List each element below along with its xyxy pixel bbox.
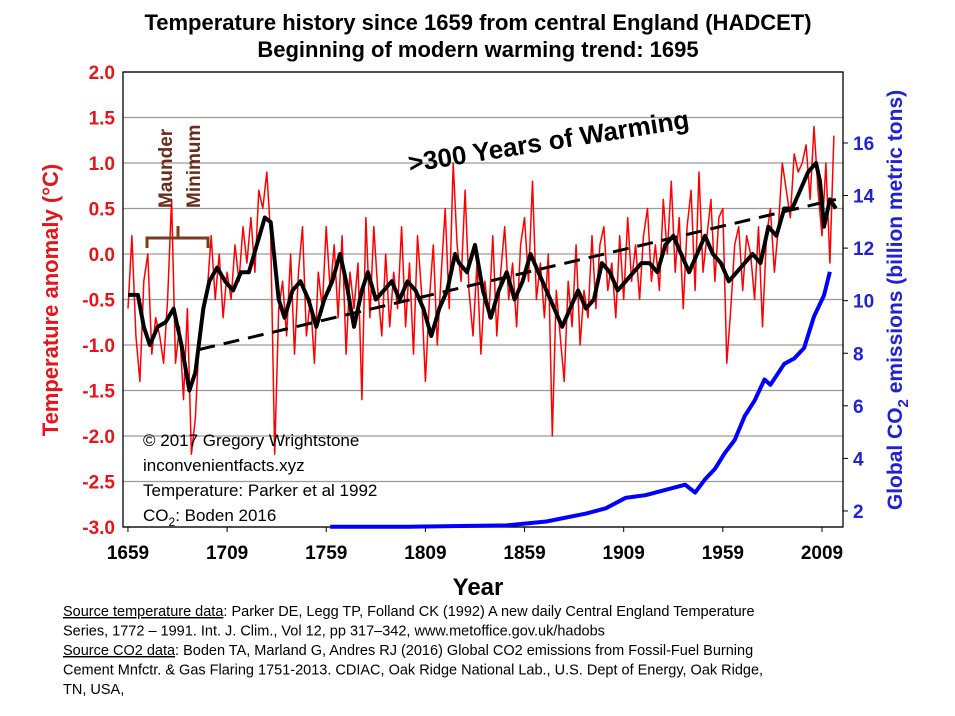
plot-area: 2.0 1.5 1.0 0.5 0.0 -0.5 -1.0 -1.5 -2.0 -2.5 -3.0 2… [82,63,874,564]
series-line [128,161,838,393]
x-tick-label: 1959 [702,543,744,564]
sources: Source temperature data: Parker DE, Legg… [63,604,763,698]
y-tick-label: -3.0 [82,518,115,539]
y-axis-title: Temperature anomaly (°C) [38,164,63,436]
x-tick-label: 1659 [107,543,149,564]
x-axis-title: Year [453,574,504,601]
y2-tick-label: 2 [853,502,864,523]
source-line: TN, USA, [63,682,124,698]
credit-part: : Boden 2016 [175,506,276,525]
source-part: Source temperature data [63,604,224,620]
x-tick-label: 1909 [603,543,645,564]
credit: Temperature: Parker et al 1992 [143,481,377,500]
credit: inconvenientfacts.xyz [143,456,305,475]
x-tick-label: 2009 [801,543,843,564]
y2-title-part: emissions (billion metric tons) [884,90,907,399]
series-line [198,197,837,351]
credit-part: CO [143,506,169,525]
y2-tick-label: 8 [853,344,864,365]
chart-title: Temperature history since 1659 from cent… [144,10,811,35]
y2-axis-title: Global CO2 emissions (billion metric ton… [884,90,912,510]
y-tick-label: -2.5 [82,473,115,494]
y-tick-label: 2.0 [89,63,115,84]
credit-sub: 2 [169,515,176,529]
y-tick-label: 0.5 [89,200,116,221]
y2-title-sub: 2 [895,399,912,407]
x-tick-label: 1809 [404,543,446,564]
y2-tick-label: 6 [853,397,864,418]
y-tick-label: 1.5 [89,109,116,130]
maunder-bracket [145,226,210,248]
x-tick-label: 1859 [503,543,545,564]
source-line: Cement Mnfctr. & Gas Flaring 1751-2013. … [63,663,763,679]
y2-title-part: Global CO [884,407,907,510]
source-part: TN, USA, [63,682,124,698]
source-line: Series, 1772 – 1991. Int. J. Clim., Vol … [63,624,605,640]
y2-tick-label: 10 [853,292,874,313]
maunder-label: Minimum [184,125,205,208]
maunder-label: Maunder [156,128,177,208]
source-part: Cement Mnfctr. & Gas Flaring 1751-2013. … [63,663,763,679]
chart-subtitle: Beginning of modern warming trend: 1695 [257,37,698,62]
y2-tick-label: 14 [853,187,875,208]
source-line: Source temperature data: Parker DE, Legg… [63,604,755,620]
source-part: : Boden TA, Marland G, Andres RJ (2016) … [175,643,753,659]
credit: © 2017 Gregory Wrightstone [143,431,359,450]
x-tick-label: 1759 [305,543,347,564]
credit: CO2: Boden 2016 [143,506,276,529]
y-tick-label: -1.0 [82,336,115,357]
y2-tick-label: 16 [853,134,874,155]
source-part: Source CO2 data [63,643,176,659]
y-tick-label: 1.0 [89,154,115,175]
source-line: Source CO2 data: Boden TA, Marland G, An… [63,643,753,659]
source-part: Series, 1772 – 1991. Int. J. Clim., Vol … [63,624,605,640]
y2-tick-label: 12 [853,239,874,260]
source-part: : Parker DE, Legg TP, Folland CK (1992) … [223,604,754,620]
series-line [330,271,832,529]
y2-tick-label: 4 [853,449,864,470]
y-tick-label: -0.5 [82,291,115,312]
y-tick-label: -1.5 [82,382,115,403]
x-tick-label: 1709 [206,543,248,564]
y-tick-label: 0.0 [89,245,115,266]
y-tick-label: -2.0 [82,427,115,448]
